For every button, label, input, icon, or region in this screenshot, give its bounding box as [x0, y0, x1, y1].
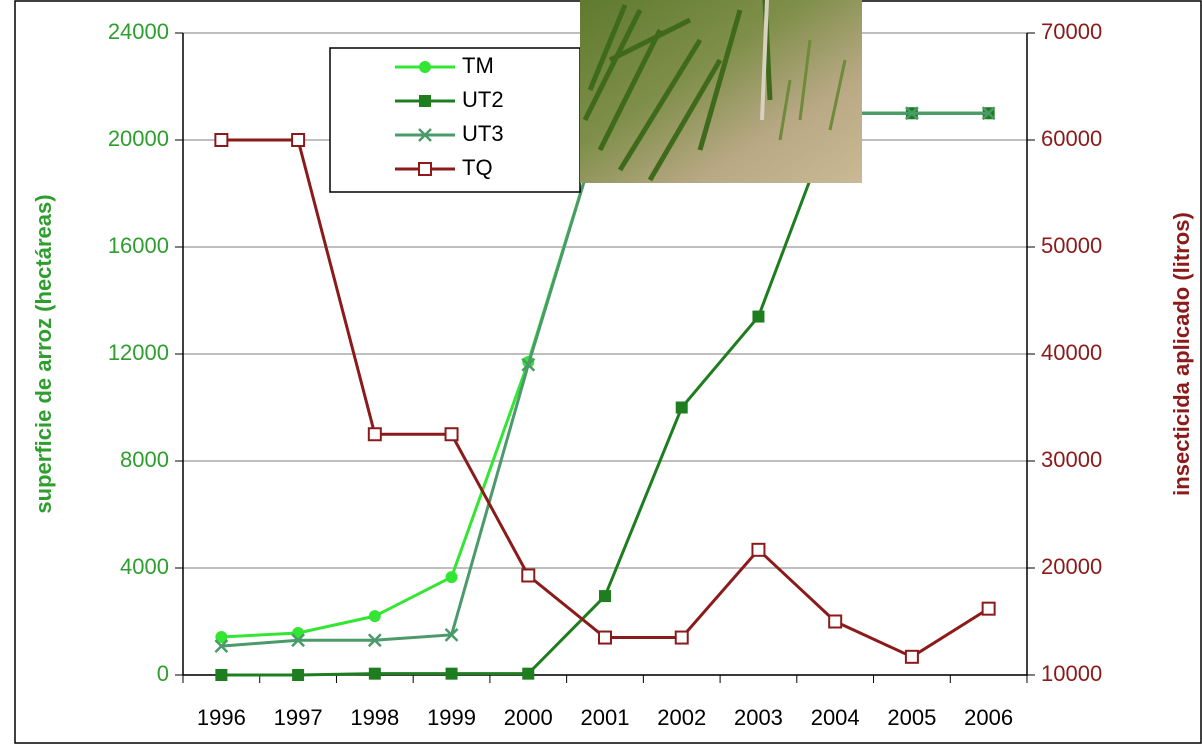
- plot: 0 4000 8000 12000 16000 20000 24000 10000 20000 3…: [108, 19, 1102, 730]
- grass: [582, 0, 773, 182]
- x-tick-label: 1998: [350, 705, 399, 730]
- y-tick-label: 20000: [108, 126, 169, 151]
- marker: [419, 61, 431, 73]
- photo-background: [580, 0, 862, 183]
- grass: [778, 39, 847, 141]
- marker: [215, 669, 228, 681]
- marker: [522, 667, 535, 680]
- marker: [981, 601, 996, 616]
- photo: [580, 0, 862, 183]
- legend-label: UT3: [462, 121, 504, 146]
- marker: [292, 669, 305, 681]
- marker: [368, 667, 381, 680]
- marker: [444, 627, 459, 642]
- series-line: [221, 138, 990, 659]
- marker: [905, 106, 919, 121]
- x-tick-label: 2005: [887, 705, 936, 730]
- marker: [368, 610, 381, 623]
- x-tick-label: 2004: [811, 705, 860, 730]
- marker: [367, 427, 382, 442]
- marker: [215, 631, 228, 644]
- y-axis-label: superficie de arroz (hectáreas): [31, 194, 56, 513]
- y2-tick-label: 40000: [1041, 340, 1102, 365]
- marker: [598, 630, 612, 645]
- legend: TM UT2 UT3 TQ: [329, 47, 581, 193]
- marker: [367, 633, 382, 648]
- y2-tick-label: 50000: [1041, 233, 1102, 258]
- marker: [419, 95, 431, 107]
- y-tick-label: 24000: [108, 19, 169, 44]
- legend-label: UT2: [462, 87, 504, 112]
- x-tick-label: 1999: [427, 705, 476, 730]
- x-tick-label: 1997: [274, 705, 323, 730]
- x-tick-label: 1996: [197, 705, 246, 730]
- y2-axis-label: insecticida aplicado (litros): [1169, 212, 1194, 496]
- marker: [444, 427, 459, 442]
- y-tick-label: 4000: [120, 554, 169, 579]
- marker: [418, 128, 432, 142]
- marker: [445, 667, 458, 680]
- x-tick-label: 2002: [657, 705, 706, 730]
- marker: [752, 310, 765, 323]
- y-tick-label: 12000: [108, 340, 169, 365]
- y2-tick-label: 10000: [1041, 661, 1102, 686]
- marker: [828, 614, 843, 629]
- marker: [751, 542, 766, 557]
- x-tick-label: 2001: [581, 705, 630, 730]
- marker: [521, 357, 536, 372]
- marker: [291, 633, 305, 648]
- y2-tick-label: 20000: [1041, 554, 1102, 579]
- marker: [445, 571, 458, 584]
- y2-tick-label: 60000: [1041, 126, 1102, 151]
- y-tick-label: 8000: [120, 447, 169, 472]
- x-tick-label: 2000: [504, 705, 553, 730]
- marker: [418, 162, 432, 176]
- y-tick-label: 0: [157, 661, 169, 686]
- y2-tick-label: 70000: [1041, 19, 1102, 44]
- y2-tick-label: 30000: [1041, 447, 1102, 472]
- y-tick-label: 16000: [108, 233, 169, 258]
- marker: [599, 590, 611, 603]
- legend-label: TQ: [462, 155, 493, 180]
- marker: [674, 630, 689, 645]
- stake: [760, 0, 769, 121]
- series-line: [221, 111, 989, 648]
- x-tick-label: 2003: [734, 705, 783, 730]
- marker: [675, 401, 688, 414]
- marker: [291, 133, 306, 147]
- legend-label: TM: [462, 53, 494, 78]
- marker: [981, 106, 996, 121]
- x-tick-label: 2006: [964, 705, 1013, 730]
- marker: [214, 639, 229, 653]
- marker: [904, 649, 919, 664]
- marker: [521, 568, 536, 583]
- marker: [214, 133, 229, 147]
